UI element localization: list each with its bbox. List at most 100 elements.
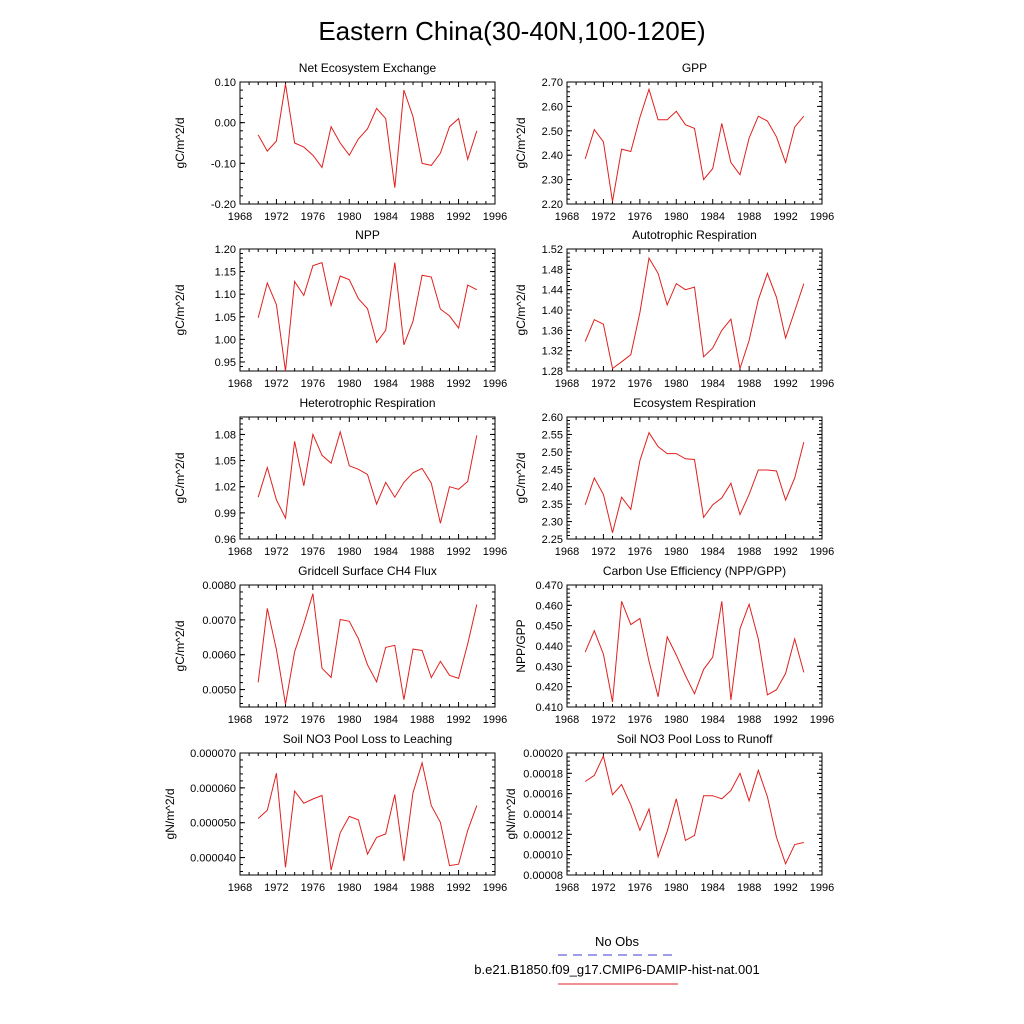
panel-soil-no3-pool-loss-to-runoff-frame [566, 752, 823, 876]
panel-net-ecosystem-exchange: Net Ecosystem Exchange 1968 1972 1976 1980 19… [173, 61, 507, 223]
panel-gpp-ylabel: gC/m^2/d [514, 118, 528, 169]
panel-heterotrophic-respiration-frame [239, 416, 496, 540]
panel-autotrophic-respiration-ytick-label: 1.32 [542, 346, 563, 358]
panel-gpp-ytick-label: 2.60 [542, 101, 563, 113]
panel-soil-no3-pool-loss-to-runoff-xtick-label: 1996 [810, 882, 834, 894]
panel-carbon-use-efficiency-npp-gpp-ytick-label: 0.420 [535, 682, 563, 694]
panel-carbon-use-efficiency-npp-gpp-xtick-label: 1996 [810, 714, 834, 726]
panel-npp-ytick-label: 1.20 [215, 244, 236, 256]
panel-carbon-use-efficiency-npp-gpp-xtick-label: 1988 [737, 714, 761, 726]
panel-heterotrophic-respiration-ytick-label: 1.08 [215, 429, 236, 441]
panel-carbon-use-efficiency-npp-gpp: Carbon Use Efficiency (NPP/GPP) 1968 1972 1… [514, 564, 834, 726]
panel-autotrophic-respiration-title: Autotrophic Respiration [632, 228, 757, 242]
panel-gridcell-surface-ch4-flux-xtick-label: 1988 [410, 714, 434, 726]
panel-ecosystem-respiration-xtick-label: 1988 [737, 546, 761, 558]
panel-gridcell-surface-ch4-flux-series-line [257, 593, 478, 705]
panel-net-ecosystem-exchange-xtick-label: 1984 [373, 211, 397, 223]
panel-ecosystem-respiration-title: Ecosystem Respiration [633, 396, 756, 410]
panel-heterotrophic-respiration-xtick-label: 1992 [446, 546, 470, 558]
panel-soil-no3-pool-loss-to-runoff-ytick-label: 0.00008 [523, 870, 563, 882]
panel-autotrophic-respiration-ytick-label: 1.52 [542, 244, 563, 256]
panel-gpp: GPP 1968 1972 1976 1980 1984 1988 1992 1996 2.20 2… [514, 61, 834, 223]
panel-ecosystem-respiration-ytick-label: 2.30 [542, 517, 563, 529]
panel-carbon-use-efficiency-npp-gpp-xtick-label: 1980 [664, 714, 688, 726]
panel-gridcell-surface-ch4-flux-ylabel: gC/m^2/d [173, 621, 187, 672]
panel-ecosystem-respiration-xtick-label: 1968 [555, 546, 579, 558]
panel-ecosystem-respiration-xtick-label: 1996 [810, 546, 834, 558]
panel-soil-no3-pool-loss-to-leaching-ylabel: gN/m^2/d [163, 789, 177, 840]
panel-soil-no3-pool-loss-to-leaching-ytick-label: 0.000050 [190, 818, 236, 830]
panel-heterotrophic-respiration-xtick-label: 1972 [264, 546, 288, 558]
panel-ecosystem-respiration-xtick-label: 1980 [664, 546, 688, 558]
panel-net-ecosystem-exchange-ytick-label: -0.10 [211, 158, 236, 170]
panel-autotrophic-respiration: Autotrophic Respiration 1968 1972 1976 1980 1… [514, 228, 834, 390]
panel-ecosystem-respiration-ytick-label: 2.55 [542, 429, 563, 441]
panel-carbon-use-efficiency-npp-gpp-xtick-label: 1984 [700, 714, 724, 726]
legend-label-obs: No Obs [595, 934, 640, 949]
panel-npp-xtick-label: 1976 [301, 378, 325, 390]
panel-ecosystem-respiration-xtick-label: 1992 [773, 546, 797, 558]
panel-soil-no3-pool-loss-to-leaching-xtick-label: 1968 [228, 882, 252, 894]
panel-net-ecosystem-exchange-title: Net Ecosystem Exchange [299, 61, 437, 75]
panel-npp-xtick-label: 1992 [446, 378, 470, 390]
panel-soil-no3-pool-loss-to-runoff-xtick-label: 1988 [737, 882, 761, 894]
panel-gpp-series-line [584, 87, 805, 202]
panel-autotrophic-respiration-xtick-label: 1996 [810, 378, 834, 390]
figure-title: Eastern China(30-40N,100-120E) [318, 16, 705, 46]
panel-autotrophic-respiration-xtick-label: 1992 [773, 378, 797, 390]
panel-autotrophic-respiration-series-line [584, 256, 805, 370]
panel-net-ecosystem-exchange-xtick-label: 1972 [264, 211, 288, 223]
panel-ecosystem-respiration-xtick-label: 1972 [591, 546, 615, 558]
panel-soil-no3-pool-loss-to-leaching-xtick-label: 1984 [373, 882, 397, 894]
panel-net-ecosystem-exchange-xtick-label: 1992 [446, 211, 470, 223]
panel-net-ecosystem-exchange-ylabel: gC/m^2/d [173, 118, 187, 169]
panel-soil-no3-pool-loss-to-runoff-ytick-label: 0.00014 [523, 809, 563, 821]
panel-soil-no3-pool-loss-to-leaching-xtick-label: 1996 [483, 882, 507, 894]
panel-carbon-use-efficiency-npp-gpp-xtick-label: 1992 [773, 714, 797, 726]
panel-soil-no3-pool-loss-to-runoff-ytick-label: 0.00012 [523, 829, 563, 841]
panel-soil-no3-pool-loss-to-runoff-xtick-label: 1992 [773, 882, 797, 894]
panel-npp-title: NPP [355, 228, 380, 242]
panel-soil-no3-pool-loss-to-leaching-xtick-label: 1976 [301, 882, 325, 894]
panel-npp-series-line [257, 261, 478, 372]
panel-ecosystem-respiration-ytick-label: 2.35 [542, 499, 563, 511]
panel-npp-ytick-label: 1.05 [215, 312, 236, 324]
panel-heterotrophic-respiration-xtick-label: 1984 [373, 546, 397, 558]
panel-soil-no3-pool-loss-to-leaching-title: Soil NO3 Pool Loss to Leaching [283, 732, 452, 746]
panel-soil-no3-pool-loss-to-runoff-ytick-label: 0.00020 [523, 748, 563, 760]
panel-soil-no3-pool-loss-to-runoff: Soil NO3 Pool Loss to Runoff 1968 1972 1976… [504, 732, 834, 894]
panel-carbon-use-efficiency-npp-gpp-xtick-label: 1972 [591, 714, 615, 726]
panel-npp-xtick-label: 1988 [410, 378, 434, 390]
panel-soil-no3-pool-loss-to-runoff-ytick-label: 0.00010 [523, 850, 563, 862]
panel-ecosystem-respiration: Ecosystem Respiration 1968 1972 1976 1980 198… [514, 396, 834, 558]
panel-npp-ytick-label: 1.00 [215, 334, 236, 346]
panel-heterotrophic-respiration-xtick-label: 1988 [410, 546, 434, 558]
panel-npp-ytick-label: 1.15 [215, 267, 236, 279]
panel-gridcell-surface-ch4-flux-xtick-label: 1996 [483, 714, 507, 726]
panel-carbon-use-efficiency-npp-gpp-ytick-label: 0.460 [535, 600, 563, 612]
panel-npp-xtick-label: 1980 [337, 378, 361, 390]
panel-gpp-ytick-label: 2.40 [542, 150, 563, 162]
panel-ecosystem-respiration-ytick-label: 2.45 [542, 464, 563, 476]
panel-ecosystem-respiration-ytick-label: 2.25 [542, 534, 563, 546]
panel-gpp-xtick-label: 1996 [810, 211, 834, 223]
panel-autotrophic-respiration-xtick-label: 1976 [628, 378, 652, 390]
panel-ecosystem-respiration-ytick-label: 2.50 [542, 447, 563, 459]
panel-soil-no3-pool-loss-to-leaching-xtick-label: 1980 [337, 882, 361, 894]
panel-carbon-use-efficiency-npp-gpp-ytick-label: 0.450 [535, 621, 563, 633]
panel-soil-no3-pool-loss-to-runoff-xtick-label: 1968 [555, 882, 579, 894]
panel-net-ecosystem-exchange-xtick-label: 1980 [337, 211, 361, 223]
panel-soil-no3-pool-loss-to-leaching-xtick-label: 1988 [410, 882, 434, 894]
panel-npp-xtick-label: 1996 [483, 378, 507, 390]
panel-soil-no3-pool-loss-to-leaching-ytick-label: 0.000040 [190, 853, 236, 865]
panel-ecosystem-respiration-ytick-label: 2.60 [542, 412, 563, 424]
panel-gridcell-surface-ch4-flux-ytick-label: 0.0070 [202, 615, 236, 627]
panel-heterotrophic-respiration-ylabel: gC/m^2/d [173, 453, 187, 504]
panel-autotrophic-respiration-ytick-label: 1.28 [542, 366, 563, 378]
panel-soil-no3-pool-loss-to-leaching-ytick-label: 0.000060 [190, 783, 236, 795]
panel-carbon-use-efficiency-npp-gpp-ytick-label: 0.410 [535, 702, 563, 714]
panel-carbon-use-efficiency-npp-gpp-ytick-label: 0.440 [535, 641, 563, 653]
panel-heterotrophic-respiration-ytick-label: 1.02 [215, 482, 236, 494]
panel-heterotrophic-respiration-ytick-label: 0.96 [215, 534, 236, 546]
panel-carbon-use-efficiency-npp-gpp-title: Carbon Use Efficiency (NPP/GPP) [603, 564, 786, 578]
